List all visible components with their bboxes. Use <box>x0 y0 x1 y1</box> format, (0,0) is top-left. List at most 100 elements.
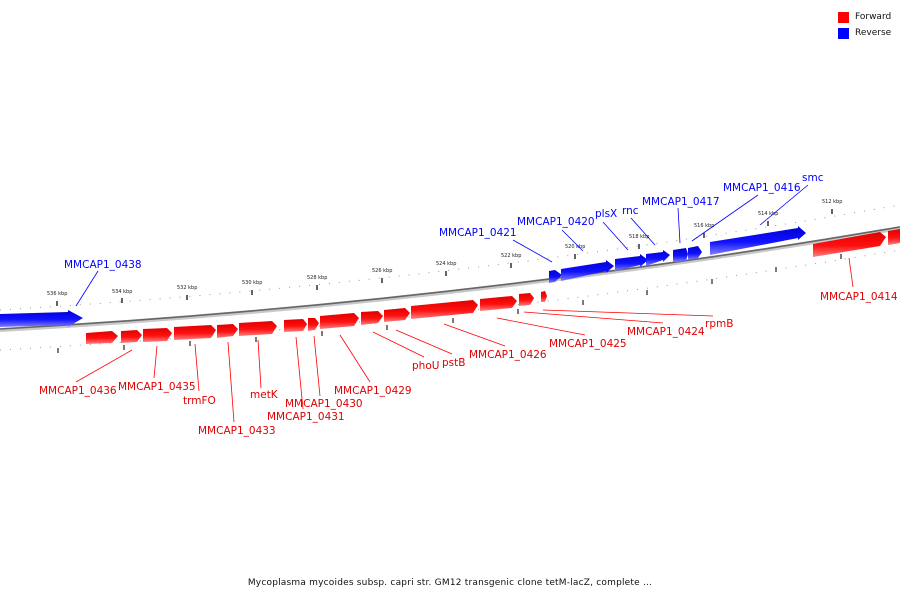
leader-line <box>630 217 656 246</box>
major-ticks <box>56 209 833 306</box>
ruler-dotted-line <box>0 204 900 311</box>
gene-label-mmcap1-0417[interactable]: MMCAP1_0417 <box>642 196 720 208</box>
reverse-genes <box>0 226 806 327</box>
leader-line <box>691 194 759 242</box>
tick-label: 524 kbp <box>436 261 456 267</box>
gene-label-trmfo[interactable]: trmFO <box>183 395 216 407</box>
gene-label-mmcap1-0416[interactable]: MMCAP1_0416 <box>723 182 801 194</box>
leader-line <box>523 311 664 324</box>
leader-line <box>339 334 371 383</box>
gene-arrow-metk[interactable] <box>239 321 277 336</box>
gene-arrow-mmcap1-0431[interactable] <box>284 319 307 332</box>
gene-label-mmcap1-0421[interactable]: MMCAP1_0421 <box>439 227 517 239</box>
leader-line <box>512 239 553 263</box>
reverse-gene-labels: MMCAP1_0438 MMCAP1_0421 MMCAP1_0420 plsX… <box>64 172 824 271</box>
gene-arrow-plsx[interactable] <box>615 254 648 271</box>
gene-label-mmcap1-0430[interactable]: MMCAP1_0430 <box>285 398 363 410</box>
leader-line <box>443 323 506 347</box>
lower-ticks <box>57 254 842 353</box>
leader-line <box>372 331 425 358</box>
gene-arrow-mmcap1-0417b[interactable] <box>688 246 702 260</box>
reverse-leaders <box>75 184 809 307</box>
gene-arrow-trmfo[interactable] <box>174 325 216 340</box>
gene-arrow-mmcap1-0426[interactable] <box>411 300 478 319</box>
gene-arrow-mmcap1-0429[interactable] <box>320 313 359 329</box>
leader-line <box>496 317 586 336</box>
leader-line <box>75 349 133 383</box>
gene-arrow-mmcap1-0435[interactable] <box>143 328 172 342</box>
gene-arrow-offscreen[interactable] <box>888 229 900 245</box>
backbone-line <box>0 226 900 330</box>
gene-arrow-mmcap1-0420[interactable] <box>561 260 614 281</box>
tick-label: 512 kbp <box>822 199 842 205</box>
gene-arrow-smc[interactable] <box>710 226 806 255</box>
legend-label-forward: Forward <box>855 12 892 22</box>
gene-label-mmcap1-0426[interactable]: MMCAP1_0426 <box>469 349 547 361</box>
leader-line <box>561 229 584 252</box>
leader-line <box>759 184 809 226</box>
tick-label: 526 kbp <box>372 268 392 274</box>
gene-label-mmcap1-0424[interactable]: MMCAP1_0424 <box>627 326 705 338</box>
leader-line <box>313 335 321 397</box>
tick-label: 534 kbp <box>112 289 132 295</box>
gene-arrow-mmcap1-0425[interactable] <box>480 296 517 311</box>
leader-line <box>395 329 453 355</box>
gene-arrow-phou[interactable] <box>361 311 383 325</box>
leader-line <box>227 341 235 423</box>
forward-color-swatch <box>838 11 849 23</box>
gene-label-mmcap1-0433[interactable]: MMCAP1_0433 <box>198 425 276 437</box>
backbone-line-outer <box>0 226 900 332</box>
gene-label-metk[interactable]: metK <box>250 389 279 401</box>
gene-label-mmcap1-0436[interactable]: MMCAP1_0436 <box>39 385 117 397</box>
forward-genes <box>86 229 900 344</box>
leader-line <box>153 345 158 379</box>
gene-arrow-rnc[interactable] <box>646 250 670 266</box>
gene-arrow-mmcap1-0417[interactable] <box>673 248 688 262</box>
gene-label-mmcap1-0435[interactable]: MMCAP1_0435 <box>118 381 196 393</box>
leader-line <box>848 257 854 288</box>
legend-item-reverse: Reverse <box>838 25 900 41</box>
gene-arrow-mmcap1-0433[interactable] <box>217 324 238 338</box>
gene-arrow-mmcap1-0435a[interactable] <box>121 330 142 343</box>
gene-arrow-mmcap1-0430[interactable] <box>308 318 319 331</box>
gene-label-mmcap1-0438[interactable]: MMCAP1_0438 <box>64 259 142 271</box>
legend-item-forward: Forward <box>838 9 900 25</box>
gene-arrow-mmcap1-0421[interactable] <box>549 270 562 283</box>
tick-label: 528 kbp <box>307 275 327 281</box>
leader-line <box>194 343 200 392</box>
gene-label-smc[interactable]: smc <box>802 172 824 184</box>
tick-label: 516 kbp <box>694 223 714 229</box>
gene-arrow-mmcap1-0414[interactable] <box>813 232 886 257</box>
forward-gene-labels: MMCAP1_0436 MMCAP1_0435 trmFO MMCAP1_043… <box>39 291 898 437</box>
gene-label-mmcap1-0425[interactable]: MMCAP1_0425 <box>549 338 627 350</box>
gene-label-mmcap1-0420[interactable]: MMCAP1_0420 <box>517 216 595 228</box>
leader-line <box>75 270 99 307</box>
gene-arrow-rpmb[interactable] <box>541 291 547 302</box>
legend: Forward Reverse <box>838 9 900 41</box>
gene-label-rnc[interactable]: rnc <box>622 205 639 217</box>
gene-arrow-mmcap1-0424[interactable] <box>519 293 534 306</box>
tick-labels: 536 kbp 534 kbp 532 kbp 530 kbp 528 kbp … <box>47 199 842 297</box>
leader-line <box>602 221 629 251</box>
gene-arrow-pstb[interactable] <box>384 308 410 322</box>
gene-label-mmcap1-0431[interactable]: MMCAP1_0431 <box>267 411 345 423</box>
backbone <box>0 226 900 332</box>
tick-label: 520 kbp <box>565 244 585 250</box>
gene-label-pstb[interactable]: pstB <box>442 357 465 369</box>
gene-arrow-mmcap1-0436[interactable] <box>86 331 118 344</box>
tick-label: 532 kbp <box>177 285 197 291</box>
map-caption: Mycoplasma mycoides subsp. capri str. GM… <box>247 578 653 588</box>
gene-label-plsx[interactable]: plsX <box>595 208 617 220</box>
gene-label-rpmb[interactable]: rpmB <box>705 318 733 330</box>
tick-label: 522 kbp <box>501 253 521 259</box>
tick-label: 536 kbp <box>47 291 67 297</box>
gene-arrow-mmcap1-0438[interactable] <box>0 310 83 327</box>
gene-label-mmcap1-0414[interactable]: MMCAP1_0414 <box>820 291 898 303</box>
leader-line <box>295 336 304 410</box>
gene-label-phou[interactable]: phoU <box>412 360 439 372</box>
leader-line <box>542 309 714 317</box>
tick-label: 518 kbp <box>629 234 649 240</box>
forward-leaders <box>75 257 854 423</box>
gene-label-mmcap1-0429[interactable]: MMCAP1_0429 <box>334 385 412 397</box>
